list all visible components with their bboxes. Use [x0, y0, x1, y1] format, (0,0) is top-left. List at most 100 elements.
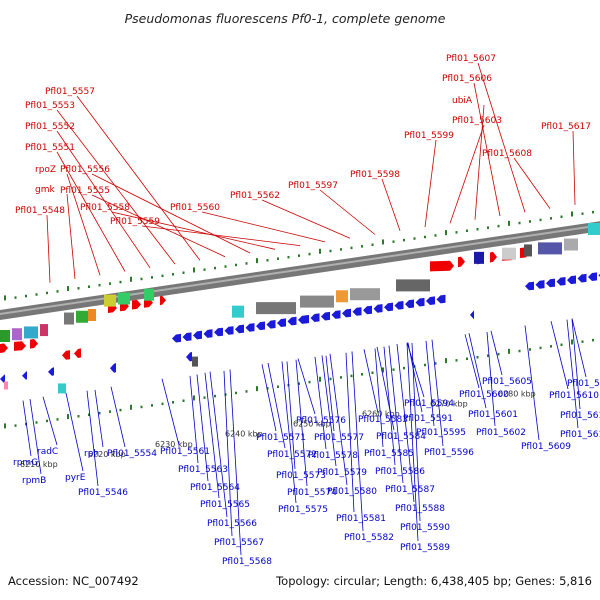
ruler-top-dot [56, 290, 59, 293]
ruler-bottom-dot [130, 404, 132, 410]
ruler-top-dot [266, 259, 269, 262]
feature-block [474, 251, 484, 264]
tick-label: 6280 kbp [498, 389, 536, 398]
top-gene-label: Pfl01_5559 [110, 217, 160, 227]
ruler-top-dot [560, 215, 563, 219]
ruler-top-dot [182, 271, 185, 274]
reverse-gene [525, 281, 534, 291]
bottom-leader-line [286, 361, 296, 470]
forward-gene [30, 339, 38, 349]
ruler-bottom-dot [497, 352, 500, 356]
feature-block [350, 288, 380, 301]
feature-block [24, 326, 38, 339]
top-leader-line [572, 130, 576, 205]
top-leader-line [91, 194, 226, 258]
top-leader-line [141, 225, 301, 246]
bottom-leader-line [396, 343, 415, 503]
top-gene-label: Pfl01_5560 [170, 203, 220, 213]
tick-label: 6220 kbp [88, 450, 126, 459]
feature-block [118, 292, 130, 305]
ruler-bottom-dot [382, 367, 384, 373]
ruler-top-dot [592, 210, 594, 214]
bottom-leader-line [29, 399, 42, 475]
reverse-gene [256, 321, 265, 331]
ruler-top-dot [392, 240, 395, 243]
reverse-gene [436, 294, 446, 304]
reverse-gene [193, 330, 202, 340]
top-leader-line [474, 104, 485, 220]
bottom-gene-label: Pfl01_5582 [344, 533, 394, 543]
ruler-top-dot [140, 277, 143, 281]
top-gene-label: Pfl01_5598 [350, 170, 400, 180]
ruler-bottom-dot [140, 405, 143, 409]
forward-gene [62, 350, 70, 360]
top-leader-line [201, 211, 326, 243]
ruler-bottom-dot [172, 401, 174, 404]
bottom-leader-line [94, 389, 104, 448]
bottom-gene-label: Pfl01_5574 [287, 488, 337, 498]
bottom-gene-label: Pfl01_5564 [190, 483, 240, 493]
bottom-leader-line [325, 355, 335, 432]
bottom-leader-line [363, 349, 379, 414]
reverse-gene [363, 305, 372, 315]
top-gene-label: rpoZ [35, 165, 56, 175]
tick-label: 6270 kbp [430, 399, 468, 408]
ruler-top-dot [193, 267, 195, 273]
reverse-gene [415, 297, 425, 307]
bottom-gene-label: radC [37, 447, 58, 457]
bottom-leader-line [261, 364, 277, 432]
bottom-leader-line [486, 331, 496, 427]
reverse-gene [394, 301, 404, 310]
reverse-gene [384, 302, 393, 312]
reverse-gene [214, 327, 223, 337]
bottom-gene-label: Pfl01_5590 [400, 523, 450, 533]
tick-label: 6230 kbp [155, 440, 193, 449]
bottom-leader-line [204, 372, 220, 499]
ruler-bottom-dot [203, 396, 206, 399]
feature-block [192, 356, 198, 367]
top-gene-label: Pfl01_5603 [452, 116, 502, 126]
bottom-gene-label: Pfl01_5612 [560, 430, 600, 440]
ruler-bottom-dot [46, 419, 48, 423]
ruler-bottom-dot [487, 354, 489, 357]
top-leader-line [513, 157, 551, 209]
bottom-leader-line [351, 351, 364, 532]
bottom-leader-line [464, 334, 480, 389]
gene-features [0, 222, 600, 394]
ruler-bottom-dot [571, 339, 573, 345]
reverse-gene [22, 371, 27, 380]
top-leader-line [91, 173, 251, 254]
ruler-top-dot [298, 254, 300, 257]
bottom-gene-label: Pfl01_5601 [468, 410, 518, 420]
bottom-gene-label: Pfl01_5579 [317, 468, 367, 478]
ruler-top-dot [340, 248, 342, 251]
bottom-gene-label: Pfl01_5589 [400, 543, 450, 553]
bottom-gene-label: rpmG [13, 458, 38, 468]
ruler-bottom-dot [308, 380, 311, 384]
ruler-top-dot [98, 283, 101, 287]
bottom-gene-label: Pfl01_5595 [416, 428, 466, 438]
top-leader-line [56, 109, 176, 265]
reverse-gene [203, 329, 213, 338]
bottom-gene-label: Pfl01_5591 [403, 414, 453, 424]
bottom-gene-label: Pfl01_5568 [222, 557, 272, 567]
ruler-top-dot [424, 235, 426, 239]
bottom-leader-line [376, 346, 395, 431]
ruler-bottom-dot [424, 363, 426, 367]
reverse-gene [110, 363, 116, 373]
bottom-gene-label: Pfl01_5554 [107, 449, 157, 459]
reverse-gene [310, 313, 320, 322]
reverse-gene [352, 307, 362, 316]
bottom-leader-line [329, 353, 348, 486]
bottom-gene-label: Pfl01_5572 [267, 450, 317, 460]
ruler-bottom-dot [560, 343, 563, 347]
top-gene-label: Pfl01_5608 [482, 149, 532, 159]
forward-gene [160, 295, 166, 306]
top-leader-line [449, 124, 485, 224]
tick-label: 6240 kbp [225, 430, 263, 439]
ruler-bottom-dot [476, 355, 479, 359]
bottom-gene-label: rpmB [22, 476, 46, 486]
ruler-bottom-dot [245, 390, 248, 393]
ruler-bottom-dot [529, 348, 531, 351]
bottom-gene-label: Pfl01_5580 [327, 487, 377, 497]
